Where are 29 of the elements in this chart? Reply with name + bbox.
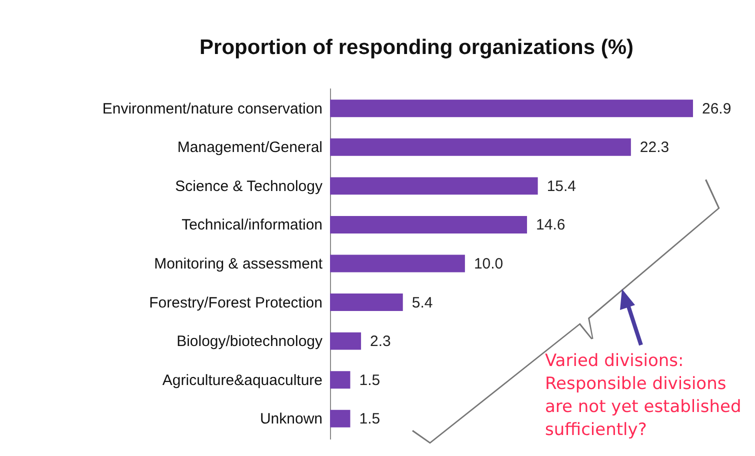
y-tick-label: Biology/biotechnology [176, 333, 323, 350]
data-label: 10.0 [474, 256, 504, 272]
bar [330, 138, 631, 156]
bar [330, 177, 538, 195]
data-label: 1.5 [359, 372, 380, 389]
annotation: Varied divisions: Responsible divisions are not yet established sufficiently? [545, 350, 742, 442]
data-label: 1.5 [359, 410, 380, 428]
y-tick-label: Technical/information [182, 216, 322, 234]
bar [330, 410, 350, 428]
data-label: 2.3 [370, 333, 391, 350]
data-label: 5.4 [412, 294, 433, 312]
bar [330, 216, 528, 234]
data-label: 26.9 [702, 100, 732, 118]
y-tick-label: Unknown [260, 410, 322, 428]
y-tick-label: Science & Technology [175, 178, 323, 195]
bar [330, 254, 465, 272]
y-tick-label: Agriculture&aquaculture [162, 372, 322, 389]
bar [330, 332, 362, 350]
chart-title: Proportion of responding organizations (%) [200, 36, 634, 59]
data-label: 15.4 [546, 178, 576, 195]
data-label: 22.3 [640, 139, 670, 156]
bar [330, 100, 693, 118]
y-tick-label: Management/General [177, 139, 322, 156]
y-tick-label: Monitoring & assessment [154, 256, 324, 272]
y-tick-label: Forestry/Forest Protection [149, 294, 322, 312]
y-tick-label: Environment/nature conservation [102, 100, 322, 118]
data-label: 14.6 [536, 216, 566, 234]
bar [330, 371, 350, 389]
bar [330, 294, 403, 312]
